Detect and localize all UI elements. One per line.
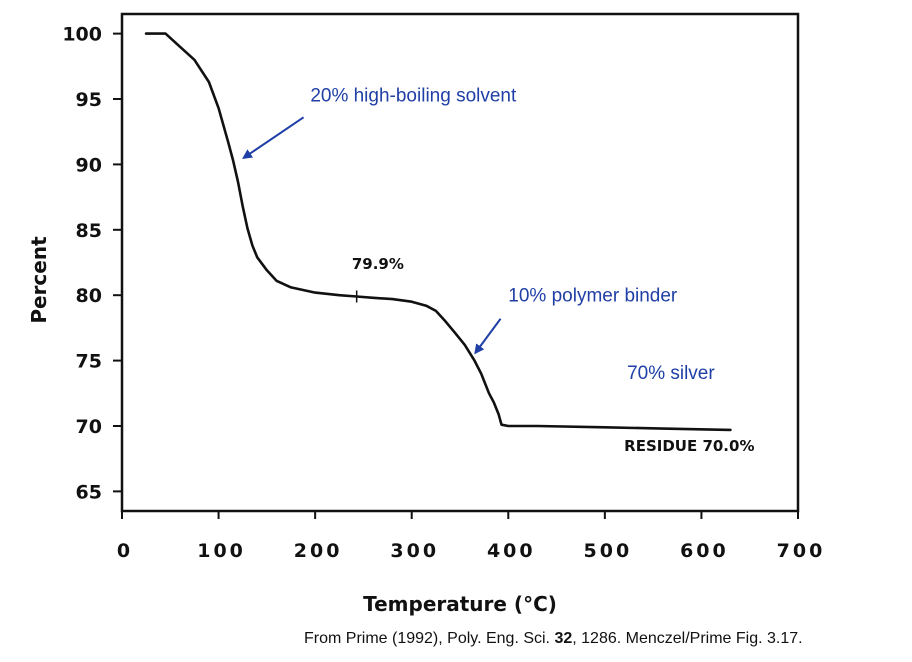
x-tick-label-300: 300: [390, 540, 439, 562]
y-tick-label-90: 90: [76, 154, 102, 176]
annotation-binder: 10% polymer binder: [508, 286, 678, 307]
tick-marks: [113, 32, 799, 519]
y-tick-label-80: 80: [76, 285, 102, 307]
y-tick-label-75: 75: [76, 351, 102, 373]
y-tick-label-85: 85: [76, 220, 102, 242]
annotation-silver: 70% silver: [627, 363, 715, 384]
x-tick-label-600: 600: [680, 540, 729, 562]
plateau-label: 79.9%: [352, 255, 404, 273]
annotation-solvent-arrow: [242, 116, 305, 159]
citation-text-before: From Prime (1992), Poly. Eng. Sci.: [304, 630, 555, 647]
y-axis-title: Percent: [27, 236, 51, 324]
y-tick-label-65: 65: [76, 481, 102, 503]
annotation-binder-arrow: [474, 318, 502, 355]
y-tick-label-100: 100: [62, 24, 102, 46]
annotation-solvent: 20% high-boiling solvent: [310, 86, 517, 107]
x-tick-labels: 0 100 200 300 400 500 600 700: [117, 540, 826, 562]
citation: From Prime (1992), Poly. Eng. Sci. 32, 1…: [304, 630, 803, 648]
x-axis-title: Temperature (°C): [363, 592, 557, 616]
citation-volume: 32: [554, 630, 573, 647]
y-tick-labels: 65 70 75 80 85 90 95 100: [62, 24, 102, 504]
y-tick-label-95: 95: [76, 89, 102, 111]
x-tick-label-400: 400: [487, 540, 536, 562]
x-tick-label-200: 200: [294, 540, 343, 562]
x-tick-label-100: 100: [197, 540, 246, 562]
x-tick-label-700: 700: [777, 540, 826, 562]
residue-label: RESIDUE 70.0%: [624, 437, 754, 455]
series-line: [144, 32, 732, 432]
y-tick-label-70: 70: [76, 416, 102, 438]
x-tick-label-0: 0: [117, 540, 133, 562]
x-tick-label-500: 500: [584, 540, 633, 562]
plot-frame: [120, 12, 800, 513]
citation-text-after: , 1286. Menczel/Prime Fig. 3.17.: [572, 630, 803, 647]
